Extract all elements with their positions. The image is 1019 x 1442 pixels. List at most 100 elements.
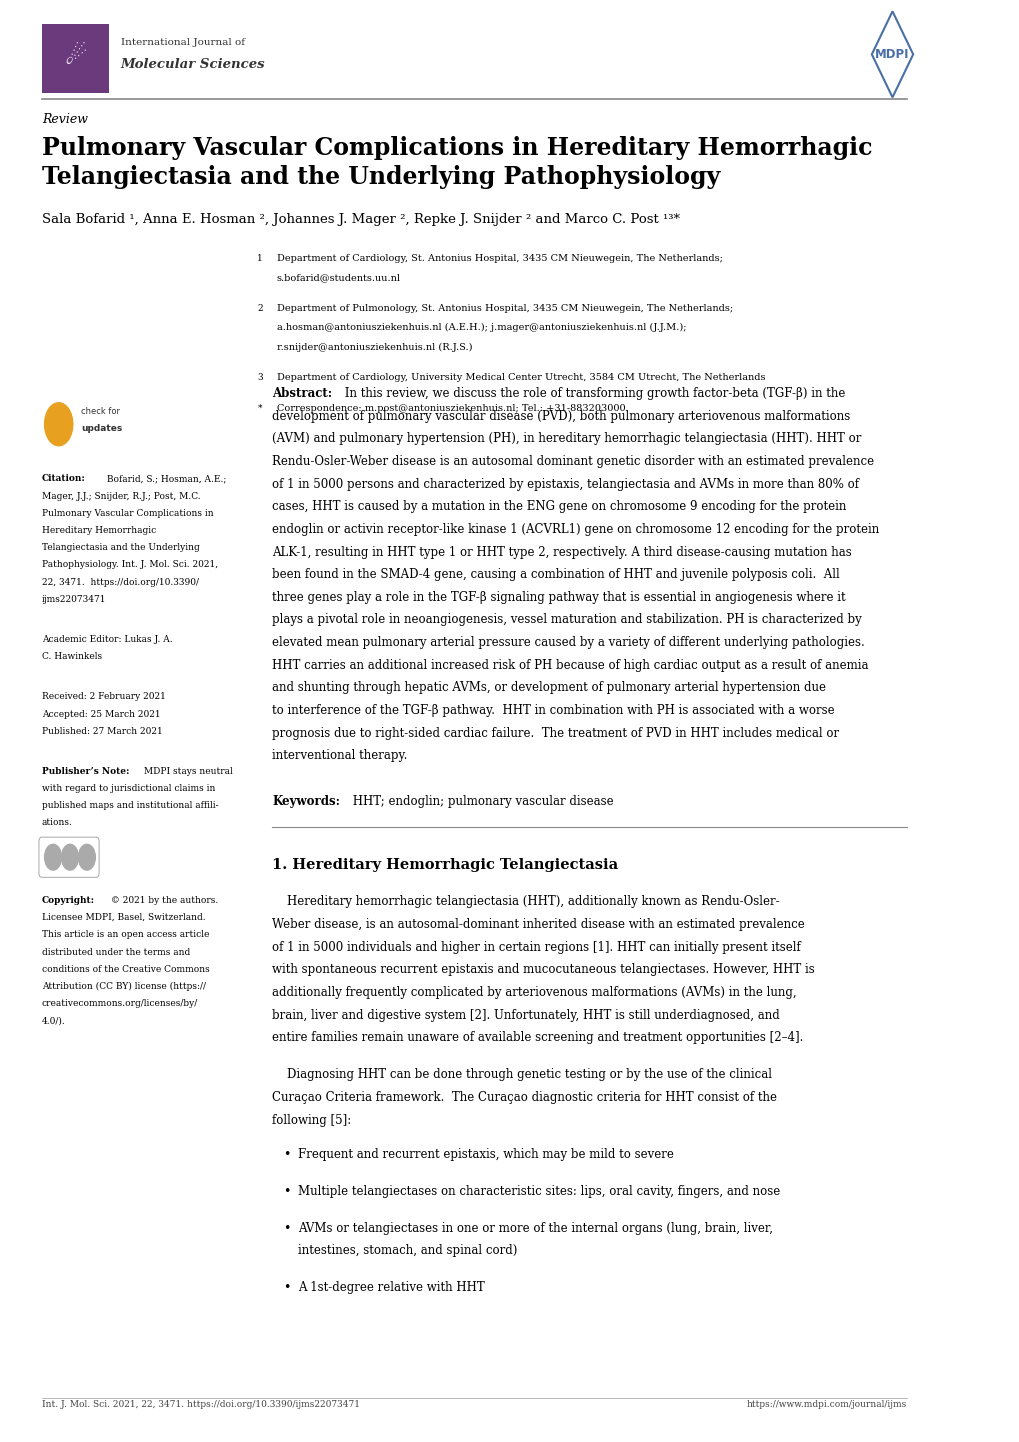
Text: Molecular Sciences: Molecular Sciences xyxy=(120,58,265,71)
Text: brain, liver and digestive system [2]. Unfortunately, HHT is still underdiagnose: brain, liver and digestive system [2]. U… xyxy=(272,1008,780,1021)
Text: International Journal of: International Journal of xyxy=(120,39,245,48)
Text: with regard to jurisdictional claims in: with regard to jurisdictional claims in xyxy=(42,784,215,793)
Text: Rendu-Osler-Weber disease is an autosomal dominant genetic disorder with an esti: Rendu-Osler-Weber disease is an autosoma… xyxy=(272,454,873,467)
Text: •: • xyxy=(283,1282,290,1295)
Text: •: • xyxy=(283,1221,290,1234)
Text: a.hosman@antoniusziekenhuis.nl (A.E.H.); j.mager@antoniusziekenhuis.nl (J.J.M.);: a.hosman@antoniusziekenhuis.nl (A.E.H.);… xyxy=(276,323,686,332)
Text: In this review, we discuss the role of transforming growth factor-beta (TGF-β) i: In this review, we discuss the role of t… xyxy=(340,386,845,399)
Text: Accepted: 25 March 2021: Accepted: 25 March 2021 xyxy=(42,709,160,718)
Text: BY: BY xyxy=(83,855,91,859)
Text: Abstract:: Abstract: xyxy=(272,386,332,399)
Text: 1. Hereditary Hemorrhagic Telangiectasia: 1. Hereditary Hemorrhagic Telangiectasia xyxy=(272,858,618,872)
Text: published maps and institutional affili-: published maps and institutional affili- xyxy=(42,802,218,810)
Text: MDPI stays neutral: MDPI stays neutral xyxy=(142,767,233,776)
Text: ations.: ations. xyxy=(42,819,72,828)
Text: This article is an open access article: This article is an open access article xyxy=(42,930,209,939)
Text: distributed under the terms and: distributed under the terms and xyxy=(42,947,190,956)
Text: Sala Bofarid ¹, Anna E. Hosman ², Johannes J. Mager ², Repke J. Snijder ² and Ma: Sala Bofarid ¹, Anna E. Hosman ², Johann… xyxy=(42,213,679,226)
Text: C: C xyxy=(50,852,56,862)
Text: prognosis due to right-sided cardiac failure.  The treatment of PVD in HHT inclu: prognosis due to right-sided cardiac fai… xyxy=(272,727,839,740)
Text: https://www.mdpi.com/journal/ijms: https://www.mdpi.com/journal/ijms xyxy=(746,1400,906,1409)
Text: elevated mean pulmonary arterial pressure caused by a variety of different under: elevated mean pulmonary arterial pressur… xyxy=(272,636,864,649)
Text: additionally frequently complicated by arteriovenous malformations (AVMs) in the: additionally frequently complicated by a… xyxy=(272,986,796,999)
Text: Attribution (CC BY) license (https://: Attribution (CC BY) license (https:// xyxy=(42,982,206,991)
Circle shape xyxy=(61,845,78,870)
Text: Department of Pulmonology, St. Antonius Hospital, 3435 CM Nieuwegein, The Nether: Department of Pulmonology, St. Antonius … xyxy=(276,304,733,313)
Text: 3: 3 xyxy=(257,373,263,382)
Text: check for: check for xyxy=(82,407,120,417)
Text: Department of Cardiology, St. Antonius Hospital, 3435 CM Nieuwegein, The Netherl: Department of Cardiology, St. Antonius H… xyxy=(276,254,721,262)
Text: conditions of the Creative Commons: conditions of the Creative Commons xyxy=(42,965,209,973)
Text: Diagnosing HHT can be done through genetic testing or by the use of the clinical: Diagnosing HHT can be done through genet… xyxy=(272,1069,771,1082)
Text: endoglin or activin receptor-like kinase 1 (ACVRL1) gene on chromosome 12 encodi: endoglin or activin receptor-like kinase… xyxy=(272,523,878,536)
Text: Bofarid, S.; Hosman, A.E.;: Bofarid, S.; Hosman, A.E.; xyxy=(104,474,226,483)
Text: and shunting through hepatic AVMs, or development of pulmonary arterial hyperten: and shunting through hepatic AVMs, or de… xyxy=(272,682,825,695)
Circle shape xyxy=(45,402,72,446)
Text: MDPI: MDPI xyxy=(874,48,909,61)
Text: *: * xyxy=(258,404,263,414)
Text: updates: updates xyxy=(82,424,122,434)
Text: Multiple telangiectases on characteristic sites: lips, oral cavity, fingers, and: Multiple telangiectases on characteristi… xyxy=(299,1185,780,1198)
Text: to interference of the TGF-β pathway.  HHT in combination with PH is associated : to interference of the TGF-β pathway. HH… xyxy=(272,704,834,717)
Text: C: C xyxy=(67,852,72,862)
Text: creativecommons.org/licenses/by/: creativecommons.org/licenses/by/ xyxy=(42,999,198,1008)
Text: Pulmonary Vascular Complications in Hereditary Hemorrhagic
Telangiectasia and th: Pulmonary Vascular Complications in Here… xyxy=(42,136,871,189)
Text: three genes play a role in the TGF-β signaling pathway that is essential in angi: three genes play a role in the TGF-β sig… xyxy=(272,591,845,604)
Text: ☄: ☄ xyxy=(64,45,87,69)
Text: HHT carries an additional increased risk of PH because of high cardiac output as: HHT carries an additional increased risk… xyxy=(272,659,868,672)
Text: Curaçao Criteria framework.  The Curaçao diagnostic criteria for HHT consist of : Curaçao Criteria framework. The Curaçao … xyxy=(272,1092,776,1105)
Text: Keywords:: Keywords: xyxy=(272,795,339,808)
Text: intestines, stomach, and spinal cord): intestines, stomach, and spinal cord) xyxy=(299,1244,518,1257)
Text: (AVM) and pulmonary hypertension (PH), in hereditary hemorrhagic telangiectasia : (AVM) and pulmonary hypertension (PH), i… xyxy=(272,433,861,446)
Text: development of pulmonary vascular disease (PVD), both pulmonary arteriovenous ma: development of pulmonary vascular diseas… xyxy=(272,410,850,423)
Text: Int. J. Mol. Sci. 2021, 22, 3471. https://doi.org/10.3390/ijms22073471: Int. J. Mol. Sci. 2021, 22, 3471. https:… xyxy=(42,1400,360,1409)
Circle shape xyxy=(45,845,61,870)
Circle shape xyxy=(78,845,95,870)
FancyBboxPatch shape xyxy=(39,838,99,877)
Text: •: • xyxy=(283,1185,290,1198)
Text: Hereditary Hemorrhagic: Hereditary Hemorrhagic xyxy=(42,526,156,535)
Text: Telangiectasia and the Underlying: Telangiectasia and the Underlying xyxy=(42,544,200,552)
Text: Academic Editor: Lukas J. A.: Academic Editor: Lukas J. A. xyxy=(42,634,172,645)
Text: Weber disease, is an autosomal-dominant inherited disease with an estimated prev: Weber disease, is an autosomal-dominant … xyxy=(272,919,804,932)
Text: Department of Cardiology, University Medical Center Utrecht, 3584 CM Utrecht, Th: Department of Cardiology, University Med… xyxy=(276,373,764,382)
Text: Citation:: Citation: xyxy=(42,474,86,483)
Text: 22, 3471.  https://doi.org/10.3390/: 22, 3471. https://doi.org/10.3390/ xyxy=(42,578,199,587)
Text: Hereditary hemorrhagic telangiectasia (HHT), additionally known as Rendu-Osler-: Hereditary hemorrhagic telangiectasia (H… xyxy=(272,895,779,908)
Text: 2: 2 xyxy=(257,304,263,313)
Text: been found in the SMAD-4 gene, causing a combination of HHT and juvenile polypos: been found in the SMAD-4 gene, causing a… xyxy=(272,568,839,581)
Text: HHT; endoglin; pulmonary vascular disease: HHT; endoglin; pulmonary vascular diseas… xyxy=(348,795,613,808)
Text: 1: 1 xyxy=(257,254,263,262)
Text: ijms22073471: ijms22073471 xyxy=(42,596,106,604)
Text: C. Hawinkels: C. Hawinkels xyxy=(42,652,102,662)
Text: Copyright:: Copyright: xyxy=(42,895,95,906)
Text: © 2021 by the authors.: © 2021 by the authors. xyxy=(107,895,218,906)
Text: Licensee MDPI, Basel, Switzerland.: Licensee MDPI, Basel, Switzerland. xyxy=(42,913,205,921)
Text: r.snijder@antoniusziekenhuis.nl (R.J.S.): r.snijder@antoniusziekenhuis.nl (R.J.S.) xyxy=(276,343,472,352)
Text: s.bofarid@students.uu.nl: s.bofarid@students.uu.nl xyxy=(276,273,400,283)
Text: plays a pivotal role in neoangiogenesis, vessel maturation and stabilization. PH: plays a pivotal role in neoangiogenesis,… xyxy=(272,613,861,626)
Text: Mager, J.J.; Snijder, R.J.; Post, M.C.: Mager, J.J.; Snijder, R.J.; Post, M.C. xyxy=(42,492,200,500)
Text: of 1 in 5000 individuals and higher in certain regions [1]. HHT can initially pr: of 1 in 5000 individuals and higher in c… xyxy=(272,940,800,953)
Text: entire families remain unaware of available screening and treatment opportunitie: entire families remain unaware of availa… xyxy=(272,1031,803,1044)
Text: Publisher’s Note:: Publisher’s Note: xyxy=(42,767,129,776)
Text: of 1 in 5000 persons and characterized by epistaxis, telangiectasia and AVMs in : of 1 in 5000 persons and characterized b… xyxy=(272,477,858,490)
Text: Pathophysiology. Int. J. Mol. Sci. 2021,: Pathophysiology. Int. J. Mol. Sci. 2021, xyxy=(42,561,218,570)
Text: •: • xyxy=(283,1148,290,1161)
Text: interventional therapy.: interventional therapy. xyxy=(272,750,407,763)
Text: Pulmonary Vascular Complications in: Pulmonary Vascular Complications in xyxy=(42,509,213,518)
FancyBboxPatch shape xyxy=(42,25,109,94)
Text: Frequent and recurrent epistaxis, which may be mild to severe: Frequent and recurrent epistaxis, which … xyxy=(299,1148,674,1161)
Text: Correspondence: m.post@antoniusziekenhuis.nl; Tel.: +31-883203000: Correspondence: m.post@antoniusziekenhui… xyxy=(276,404,625,414)
Text: cases, HHT is caused by a mutation in the ENG gene on chromosome 9 encoding for : cases, HHT is caused by a mutation in th… xyxy=(272,500,846,513)
Text: following [5]:: following [5]: xyxy=(272,1113,351,1126)
Text: 4.0/).: 4.0/). xyxy=(42,1017,65,1025)
Text: A 1st-degree relative with HHT: A 1st-degree relative with HHT xyxy=(299,1282,485,1295)
Text: Received: 2 February 2021: Received: 2 February 2021 xyxy=(42,692,165,701)
Text: ✓: ✓ xyxy=(55,420,63,430)
Text: Published: 27 March 2021: Published: 27 March 2021 xyxy=(42,727,162,735)
Text: ALK-1, resulting in HHT type 1 or HHT type 2, respectively. A third disease-caus: ALK-1, resulting in HHT type 1 or HHT ty… xyxy=(272,545,851,558)
Text: with spontaneous recurrent epistaxis and mucocutaneous telangiectases. However, : with spontaneous recurrent epistaxis and… xyxy=(272,963,814,976)
Text: AVMs or telangiectases in one or more of the internal organs (lung, brain, liver: AVMs or telangiectases in one or more of… xyxy=(299,1221,772,1234)
Text: Review: Review xyxy=(42,112,88,125)
